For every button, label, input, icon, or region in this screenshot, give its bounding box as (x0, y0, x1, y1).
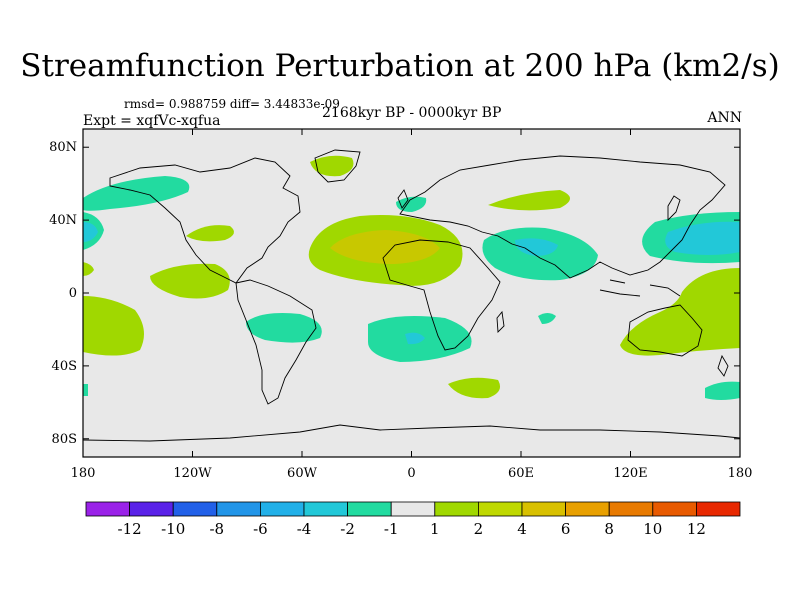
coastline-japan (667, 195, 681, 222)
colorbar-swatch (696, 501, 741, 517)
contour-region-australia-high (620, 268, 740, 356)
contour-region-north-europe-high (488, 190, 570, 211)
colorbar-swatch (521, 501, 566, 517)
colorbar-label: 2 (474, 520, 484, 538)
contour-region-middle-east-core (515, 238, 558, 256)
lat-tick-label: 80S (52, 432, 77, 447)
coastline-north-america (109, 157, 301, 284)
contour-region-south-america-low (246, 313, 322, 343)
contour-region-west-edge-low (83, 384, 88, 396)
colorbar: -12 -10 -8 -6 -4 -2 -1 1 2 4 6 8 10 12 (85, 501, 741, 538)
contour-region-north-pacific-west (83, 176, 190, 211)
lat-tick-label: 40N (49, 213, 77, 228)
colorbar-label: 10 (643, 520, 662, 538)
period-label: 2168kyr BP - 0000kyr BP (322, 105, 502, 121)
contour-region-south-atlantic-core (405, 332, 425, 345)
colorbar-label: 12 (687, 520, 706, 538)
coastline-africa (382, 239, 501, 351)
colorbar-label: 6 (561, 520, 571, 538)
contour-region-north-atlantic-core (330, 230, 440, 264)
colorbar-swatch (565, 501, 610, 517)
coastline-british-isles (397, 189, 409, 209)
colorbar-label: -10 (161, 520, 185, 538)
colorbar-label: -12 (118, 520, 142, 538)
coastline-antarctica (83, 424, 740, 442)
contour-region-greenland-high (310, 155, 354, 177)
longitude-axis: 180 120W 60W 0 60E 120E 180 (71, 129, 753, 481)
contour-region-south-pacific-high (83, 296, 144, 356)
lon-tick-label: 120E (613, 466, 647, 481)
contour-region-north-atlantic-low (396, 196, 427, 212)
stats-label: rmsd= 0.988759 diff= 3.44833e-09 (124, 97, 340, 111)
colorbar-swatch (347, 501, 392, 517)
colorbar-swatch (434, 501, 479, 517)
contour-region-southern-ocean-high (448, 377, 501, 399)
lat-tick-label: 40S (52, 359, 77, 374)
contour-region-north-pacific-west-core (83, 222, 98, 242)
lon-tick-label: 0 (407, 466, 415, 481)
coastlines (83, 149, 740, 442)
contour-region-southeast-pacific-low (705, 381, 740, 400)
colorbar-swatch (303, 501, 348, 517)
latitude-axis: 80N 40N 0 40S 80S (49, 140, 740, 447)
lon-tick-label: 120W (173, 466, 212, 481)
contour-region-indian-ocean-low (538, 313, 556, 324)
lon-tick-label: 60E (508, 466, 534, 481)
colorbar-swatch (85, 501, 130, 517)
coastline-madagascar (496, 310, 505, 334)
colorbar-label: -4 (297, 520, 312, 538)
colorbar-label: -1 (384, 520, 399, 538)
colorbar-label: -8 (209, 520, 224, 538)
lon-tick-label: 60W (287, 466, 318, 481)
colorbar-label: -2 (340, 520, 355, 538)
coastline-new-zealand (717, 354, 729, 377)
colorbar-swatch (172, 501, 218, 517)
colorbar-swatch (259, 501, 305, 517)
colorbar-swatch (477, 501, 523, 517)
coastline-greenland (314, 149, 361, 183)
experiment-label: Expt = xqfVc-xqfua (83, 113, 221, 129)
lon-tick-label: 180 (728, 466, 753, 481)
contour-region-na-high (186, 225, 234, 242)
colorbar-swatch (608, 501, 654, 517)
contour-layer (83, 155, 740, 400)
colorbar-label: -6 (253, 520, 268, 538)
map-title: Streamfunction Perturbation at 200 hPa (… (20, 48, 780, 84)
colorbar-swatch (390, 501, 436, 517)
lon-tick-label: 180 (71, 466, 96, 481)
contour-region-south-pacific-west-patch (83, 262, 94, 276)
colorbar-label: 1 (430, 520, 440, 538)
colorbar-label: 8 (604, 520, 614, 538)
colorbar-swatch (216, 501, 261, 517)
colorbar-label: 4 (517, 520, 527, 538)
contour-region-east-asia-core (665, 221, 740, 255)
colorbar-swatch (652, 501, 697, 517)
colorbar-swatch (129, 501, 174, 517)
season-label: ANN (707, 110, 742, 126)
contour-region-pacific-high (150, 263, 230, 299)
coastline-indonesia (599, 279, 681, 297)
coastline-australia (627, 304, 703, 357)
lat-tick-label: 0 (69, 286, 77, 301)
lat-tick-label: 80N (49, 140, 77, 155)
coastline-eurasia (399, 155, 726, 279)
coastline-south-america (235, 279, 317, 405)
